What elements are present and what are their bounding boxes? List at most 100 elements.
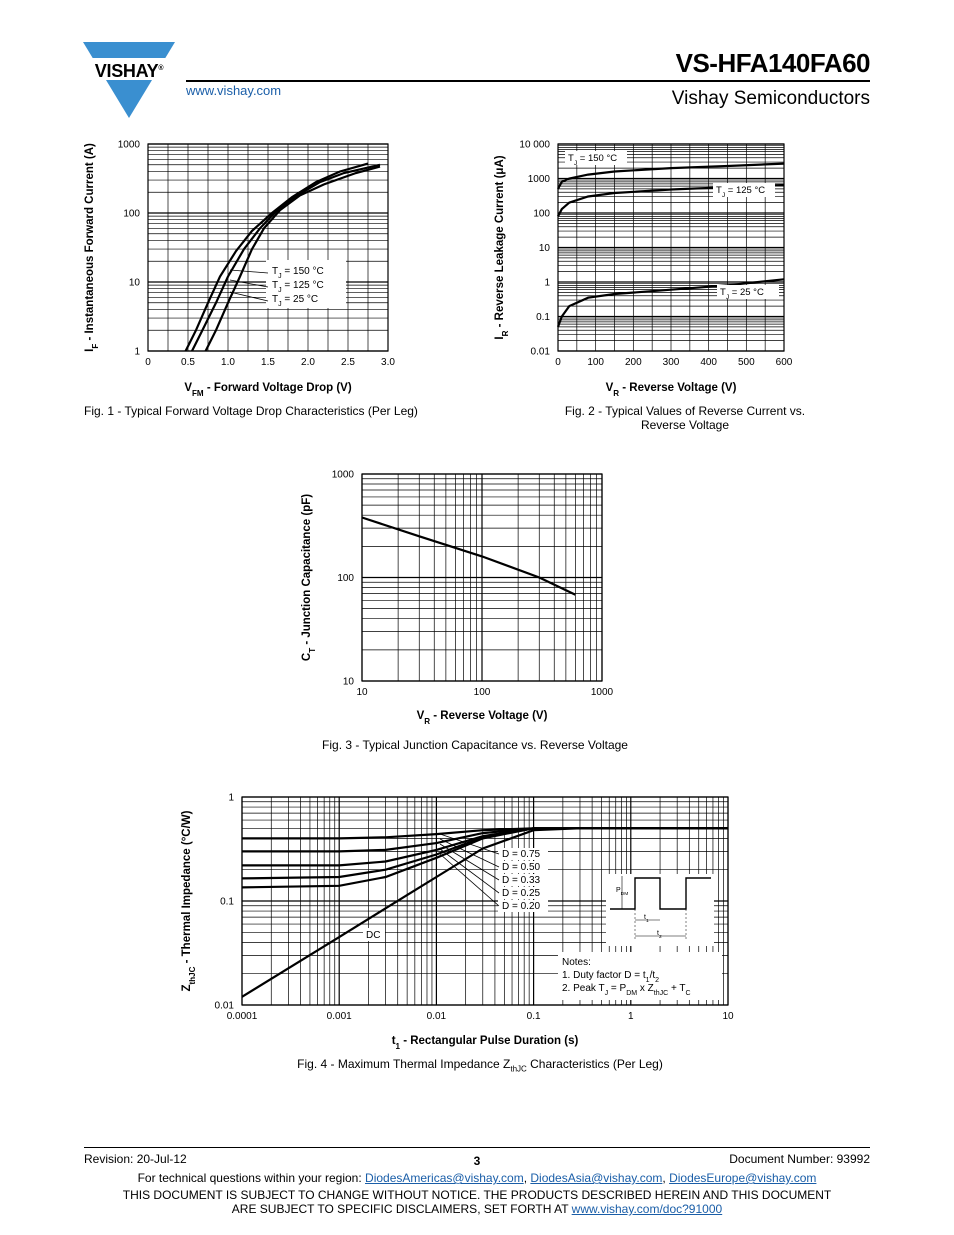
disclaimer-line-1: THIS DOCUMENT IS SUBJECT TO CHANGE WITHO…: [122, 1188, 832, 1202]
x-tick-label: 600: [776, 357, 793, 368]
y-tick-label: 1000: [528, 174, 551, 185]
x-tick-label: 2.5: [341, 357, 355, 368]
figure-2-caption-line-2: Reverse Voltage: [640, 418, 730, 432]
x-tick-label: 0: [145, 357, 151, 368]
x-tick-label: 0.01: [427, 1011, 447, 1022]
series-line: [204, 165, 381, 352]
y-tick-label: 10 000: [519, 140, 550, 151]
x-tick-label: 0.0001: [227, 1011, 258, 1022]
y-axis-title: ZthJC - Thermal Impedance (°C/W): [181, 810, 197, 991]
series-label: TJ = 150 °C: [568, 153, 617, 167]
dc-label: DC: [366, 930, 380, 941]
footer-divider: [84, 1147, 870, 1148]
x-axis-title: VFM - Forward Voltage Drop (V): [184, 382, 351, 398]
x-tick-label: 0.001: [327, 1011, 352, 1022]
legend-leader-line: [229, 269, 269, 274]
x-tick-label: 1: [628, 1011, 634, 1022]
legend-label: TJ = 125 °C: [272, 280, 324, 294]
notes-title: Notes:: [562, 957, 591, 968]
email-asia-link[interactable]: DiodesAsia@vishay.com: [530, 1171, 663, 1185]
duty-label-background: [498, 887, 548, 899]
y-tick-label: 100: [337, 573, 354, 584]
series-label-background: [717, 285, 779, 299]
duty-leader-line: [439, 833, 500, 855]
x-axis-title: VR - Reverse Voltage (V): [606, 382, 737, 398]
plot-frame: [241, 796, 729, 1006]
document-title: VS-HFA140FA60: [675, 48, 871, 78]
series-label: TJ = 125 °C: [716, 185, 765, 199]
duty-label-background: [498, 874, 548, 886]
x-tick-label: 0: [555, 357, 561, 368]
series-label: TJ = 25 °C: [720, 287, 764, 301]
duty-leader-line: [439, 843, 500, 881]
y-tick-label: 1000: [332, 470, 355, 481]
disclaimer: THIS DOCUMENT IS SUBJECT TO CHANGE WITHO…: [84, 1188, 870, 1216]
logo-registered-mark: ®: [158, 65, 164, 72]
y-axis-title: IR - Reverse Leakage Current (μA): [494, 155, 510, 339]
legend-label: TJ = 25 °C: [272, 294, 318, 308]
y-tick-label: 1: [544, 278, 550, 289]
x-tick-label: 10: [722, 1011, 734, 1022]
y-tick-label: 10: [539, 243, 551, 254]
series-label-background: [713, 183, 775, 197]
pulse-waveform: [610, 877, 711, 910]
website-link[interactable]: www.vishay.com: [186, 83, 282, 98]
duty-leader-line: [439, 853, 500, 907]
contact-prefix: For technical questions within your regi…: [137, 1171, 366, 1185]
x-axis-title: t1 - Rectangular Pulse Duration (s): [392, 1035, 579, 1051]
y-tick-label: 1: [228, 793, 234, 804]
x-tick-label: 400: [700, 357, 717, 368]
series-line: [557, 162, 785, 190]
t2-label: t2: [657, 930, 662, 940]
x-axis-title: VR - Reverse Voltage (V): [417, 710, 548, 726]
figure-2-reverse-current-chart: 0 100 200 300 400 500 600 0.01 0.1 1 10 100 1000 10 0…: [494, 140, 793, 398]
plot-frame: [147, 143, 389, 352]
legend-background: [266, 260, 346, 308]
email-europe-link[interactable]: DiodesEurope@vishay.com: [669, 1171, 817, 1185]
disclaimer-line-2: ARE SUBJECT TO SPECIFIC DISCLAIMERS, SET…: [231, 1202, 572, 1216]
duty-factor-label: D = 0.25: [502, 888, 541, 899]
y-tick-label: 10: [129, 278, 141, 289]
x-tick-label: 300: [663, 357, 680, 368]
figure-1-forward-voltage-chart: 0 0.5 1.0 1.5 2.0 2.5 3.0 1 10 100 1000 VFM - Forwa…: [84, 140, 395, 398]
figure-1-caption: Fig. 1 - Typical Forward Voltage Drop Ch…: [84, 404, 418, 418]
notes-background: [558, 952, 722, 1000]
duty-label-background: [498, 900, 548, 912]
x-tick-label: 1.5: [261, 357, 275, 368]
company-name: Vishay Semiconductors: [671, 88, 870, 109]
vishay-logo: VISHAY®: [83, 42, 175, 118]
duty-factor-label: D = 0.50: [502, 862, 541, 873]
y-axis-title: CT - Junction Capacitance (pF): [301, 494, 317, 661]
pulse-amplitude-label: PDM: [616, 887, 628, 897]
header-divider: [186, 80, 870, 82]
x-tick-label: 2.0: [301, 357, 315, 368]
document-number: Document Number: 93992: [729, 1152, 870, 1166]
duty-label-background: [498, 861, 548, 873]
x-tick-label: 1000: [591, 687, 614, 698]
y-tick-label: 1: [134, 347, 140, 358]
y-axis-title: IF - Instantaneous Forward Current (A): [84, 143, 100, 352]
series-line: [241, 827, 728, 998]
t1-label: t1: [644, 914, 649, 924]
disclaimer-link[interactable]: www.vishay.com/doc?91000: [571, 1202, 723, 1216]
contact-separator-2: ,: [662, 1171, 670, 1185]
page-number: 3: [473, 1154, 481, 1168]
y-tick-label: 10: [343, 677, 355, 688]
series-line: [241, 827, 728, 880]
duty-factor-label: D = 0.20: [502, 901, 541, 912]
y-tick-label: 1000: [118, 140, 141, 151]
dc-label-background: [363, 928, 385, 941]
y-tick-label: 100: [123, 209, 140, 220]
legend-leader-line: [229, 291, 269, 302]
duty-leader-line: [439, 848, 500, 894]
x-tick-label: 0.5: [181, 357, 195, 368]
y-tick-label: 0.1: [536, 312, 550, 323]
series-line: [361, 516, 576, 596]
revision-date: Revision: 20-Jul-12: [84, 1152, 187, 1166]
email-americas-link[interactable]: DiodesAmericas@vishay.com: [365, 1171, 524, 1185]
y-tick-label: 0.01: [531, 347, 551, 358]
figure-3-capacitance-chart: 10 100 1000 10 100 1000 VR - Reverse Voltage (…: [301, 470, 614, 726]
series-line: [191, 163, 381, 352]
legend-label: TJ = 150 °C: [272, 266, 324, 280]
x-tick-label: 0.1: [527, 1011, 541, 1022]
